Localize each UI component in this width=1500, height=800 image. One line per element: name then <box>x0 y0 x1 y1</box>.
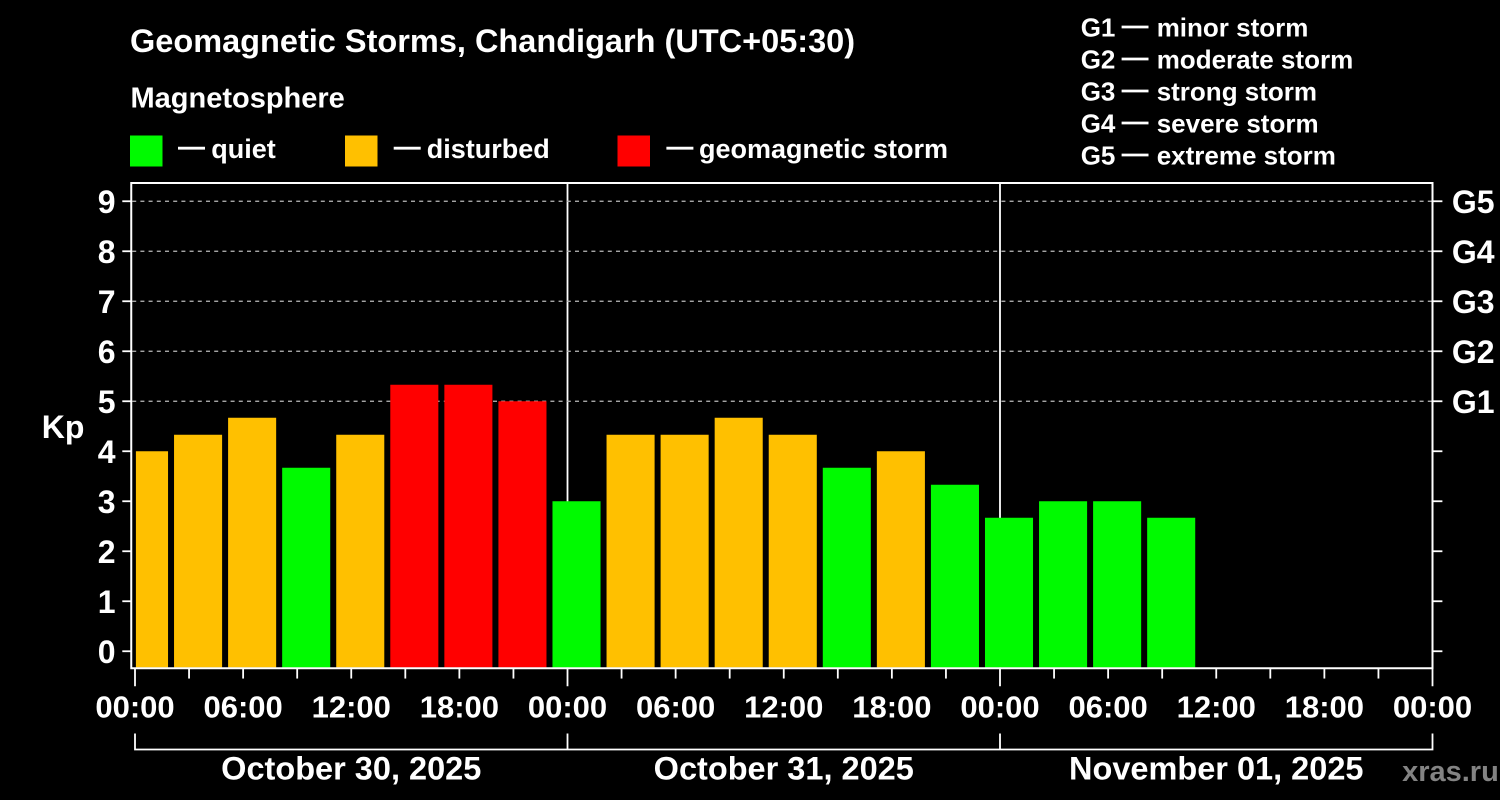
svg-text:06:00: 06:00 <box>203 689 282 724</box>
svg-text:4: 4 <box>98 434 116 470</box>
svg-text:G3: G3 <box>1452 284 1495 320</box>
svg-text:2: 2 <box>98 534 116 570</box>
svg-text:geomagnetic storm: geomagnetic storm <box>699 134 948 164</box>
svg-text:November 01, 2025: November 01, 2025 <box>1069 750 1363 786</box>
svg-text:moderate storm: moderate storm <box>1157 44 1354 74</box>
svg-text:Magnetosphere: Magnetosphere <box>131 83 345 115</box>
svg-text:G2: G2 <box>1452 334 1495 370</box>
svg-text:October 31, 2025: October 31, 2025 <box>654 750 914 786</box>
svg-text:12:00: 12:00 <box>312 689 391 724</box>
svg-text:18:00: 18:00 <box>852 689 931 724</box>
svg-text:06:00: 06:00 <box>636 689 715 724</box>
svg-text:minor storm: minor storm <box>1157 12 1309 42</box>
svg-text:6: 6 <box>98 334 116 370</box>
svg-text:1: 1 <box>98 584 116 620</box>
svg-text:00:00: 00:00 <box>960 689 1039 724</box>
svg-text:October 30, 2025: October 30, 2025 <box>221 750 481 786</box>
svg-text:18:00: 18:00 <box>1285 689 1364 724</box>
svg-text:G1: G1 <box>1081 12 1116 42</box>
svg-text:strong storm: strong storm <box>1157 76 1317 106</box>
svg-text:00:00: 00:00 <box>95 689 174 724</box>
svg-text:Geomagnetic Storms, Chandigarh: Geomagnetic Storms, Chandigarh (UTC+05:3… <box>130 23 855 59</box>
svg-text:quiet: quiet <box>211 134 276 164</box>
svg-text:3: 3 <box>98 484 116 520</box>
svg-text:8: 8 <box>98 234 116 270</box>
svg-text:G2: G2 <box>1081 44 1116 74</box>
svg-text:9: 9 <box>98 184 116 220</box>
svg-text:G1: G1 <box>1452 384 1495 420</box>
svg-text:G5: G5 <box>1081 140 1116 170</box>
svg-text:xras.ru: xras.ru <box>1402 756 1499 788</box>
svg-text:0: 0 <box>98 634 116 670</box>
svg-text:5: 5 <box>98 384 116 420</box>
svg-text:18:00: 18:00 <box>420 689 499 724</box>
svg-text:G5: G5 <box>1452 184 1495 220</box>
svg-text:G4: G4 <box>1452 234 1495 270</box>
svg-text:severe storm: severe storm <box>1157 108 1319 138</box>
svg-text:12:00: 12:00 <box>1177 689 1256 724</box>
svg-text:Kp: Kp <box>42 409 85 445</box>
svg-text:G3: G3 <box>1081 76 1116 106</box>
svg-text:12:00: 12:00 <box>744 689 823 724</box>
svg-text:7: 7 <box>98 284 116 320</box>
svg-text:00:00: 00:00 <box>528 689 607 724</box>
svg-text:06:00: 06:00 <box>1068 689 1147 724</box>
svg-text:G4: G4 <box>1081 108 1116 138</box>
svg-text:extreme storm: extreme storm <box>1157 140 1336 170</box>
svg-text:disturbed: disturbed <box>427 134 550 164</box>
svg-text:00:00: 00:00 <box>1393 689 1472 724</box>
